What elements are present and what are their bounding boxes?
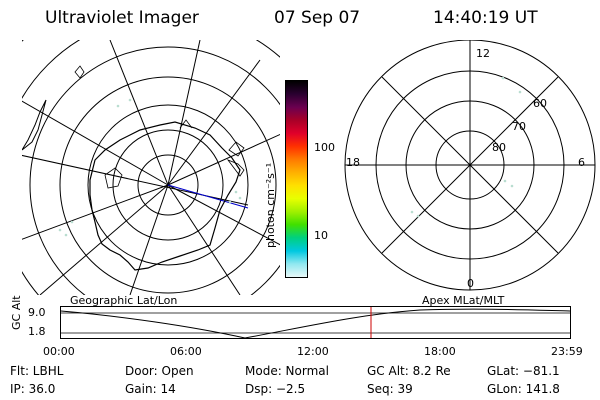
glon-info: GLon: 141.8 <box>487 382 560 396</box>
altitude-tick-min: 1.8 <box>28 325 46 338</box>
mlat-label-70: 70 <box>512 120 526 133</box>
seq-info: Seq: 39 <box>367 382 413 396</box>
time-tick-1200: 12:00 <box>297 345 329 358</box>
mlt-label-6: 6 <box>578 156 585 169</box>
magnetic-panel-label: Apex MLat/MLT <box>422 294 505 307</box>
glat-info: GLat: −81.1 <box>487 364 560 378</box>
mlt-label-12: 12 <box>476 47 490 60</box>
altitude-tick-max: 9.0 <box>28 306 46 319</box>
geographic-map <box>22 40 280 295</box>
gain-info: Gain: 14 <box>125 382 176 396</box>
ip-info: IP: 36.0 <box>10 382 56 396</box>
time-tick-1800: 18:00 <box>424 345 456 358</box>
colorbar-units-label: photon cm⁻²s⁻¹ <box>264 162 277 248</box>
colorbar <box>285 80 308 278</box>
time-tick-0600: 06:00 <box>170 345 202 358</box>
altitude-axis-label: GC Alt <box>10 295 23 330</box>
gc-alt-info: GC Alt: 8.2 Re <box>367 364 451 378</box>
dsp-info: Dsp: −2.5 <box>245 382 306 396</box>
mlt-label-18: 18 <box>346 156 360 169</box>
instrument-title: Ultraviolet Imager <box>45 8 199 28</box>
geographic-panel-label: Geographic Lat/Lon <box>70 294 178 307</box>
time-tick-0000: 00:00 <box>43 345 75 358</box>
mlat-label-80: 80 <box>492 141 506 154</box>
mode-info: Mode: Normal <box>245 364 329 378</box>
time-tick-2359: 23:59 <box>551 345 583 358</box>
door-info: Door: Open <box>125 364 194 378</box>
mlt-label-0: 0 <box>467 277 474 290</box>
observation-date: 07 Sep 07 <box>274 8 361 28</box>
altitude-timeline <box>60 306 571 339</box>
observation-time: 14:40:19 UT <box>433 8 538 28</box>
magnetic-polar-plot <box>344 40 596 291</box>
colorbar-tick-100: 100 <box>314 141 335 154</box>
filter-info: Flt: LBHL <box>10 364 64 378</box>
mlat-label-60: 60 <box>533 97 547 110</box>
colorbar-tick-10: 10 <box>314 229 328 242</box>
